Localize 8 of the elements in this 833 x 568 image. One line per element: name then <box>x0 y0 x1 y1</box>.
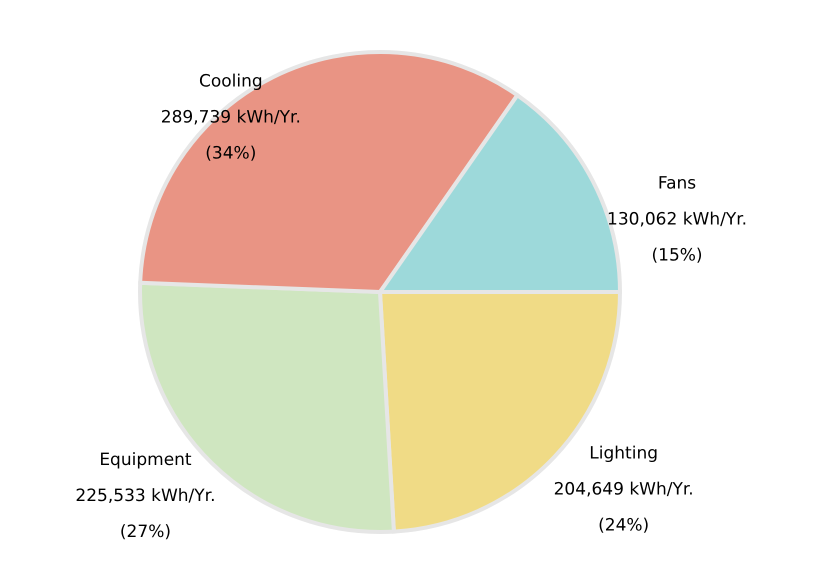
data-label: 225,533 kWh/Yr. (27%) <box>75 486 216 542</box>
data-label: 130,062 kWh/Yr. (15%) <box>606 209 748 266</box>
slice-label: Fans <box>658 173 696 194</box>
slice-label: Cooling <box>198 72 263 92</box>
slice-label: Lighting <box>589 443 658 464</box>
data-label: 289,739 kWh/Yr. (34%) <box>160 108 301 164</box>
slice-label: Equipment <box>99 450 192 470</box>
data-label: 204,649 kWh/Yr. (24%) <box>554 479 694 536</box>
